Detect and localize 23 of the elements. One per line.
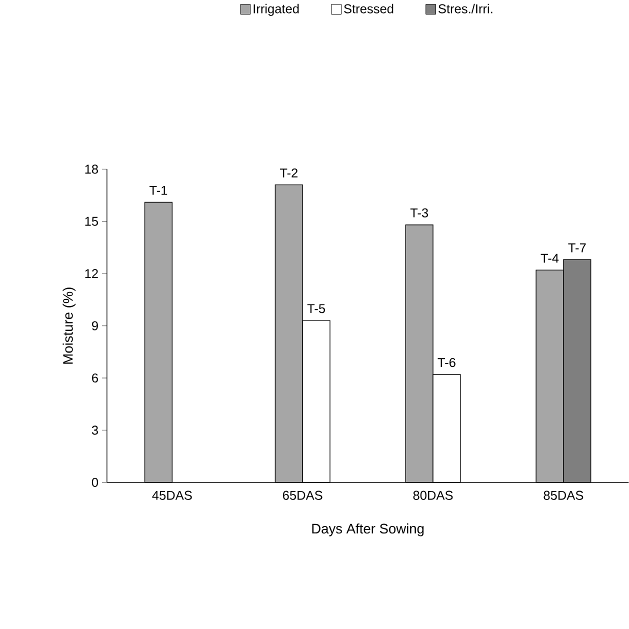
annotation: T-3 bbox=[410, 208, 428, 218]
x-axis-title: Days After Sowing bbox=[312, 524, 424, 536]
annotation: T-7 bbox=[568, 244, 586, 252]
y-tick-label: 12 bbox=[85, 269, 98, 278]
annotation: T-4 bbox=[540, 254, 559, 263]
annotation: T-5 bbox=[307, 304, 325, 314]
annotation: T-6 bbox=[438, 358, 456, 368]
annotation: T-1 bbox=[150, 186, 168, 196]
y-tick-label: 15 bbox=[85, 217, 98, 226]
annotation: T-2 bbox=[280, 168, 298, 178]
y-tick-label: 3 bbox=[92, 426, 98, 435]
x-tick-label: 65DAS bbox=[282, 491, 322, 500]
x-tick-label: 45DAS bbox=[152, 491, 192, 500]
y-axis-title: Moisture (%) bbox=[62, 288, 76, 364]
y-tick-label: 9 bbox=[92, 321, 98, 331]
y-tick-label: 0 bbox=[92, 478, 98, 488]
legend-label: Stressed bbox=[344, 4, 394, 14]
x-tick-label: 80DAS bbox=[413, 491, 453, 500]
x-tick-label: 85DAS bbox=[544, 491, 584, 500]
legend-label: Irrigated bbox=[254, 4, 299, 16]
y-tick-label: 18 bbox=[85, 164, 98, 174]
legend-label: Stres./Irri. bbox=[438, 4, 492, 14]
y-tick-label: 6 bbox=[92, 374, 98, 383]
